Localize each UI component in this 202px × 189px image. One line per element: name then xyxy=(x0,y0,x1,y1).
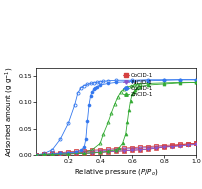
Y-axis label: Adsorbed amount (g g$^{-1}$): Adsorbed amount (g g$^{-1}$) xyxy=(3,67,16,157)
Legend: CoCID-1, NiCID-1, CuCID-1, ZnCID-1: CoCID-1, NiCID-1, CuCID-1, ZnCID-1 xyxy=(122,73,154,98)
X-axis label: Relative pressure ($P/P_o$): Relative pressure ($P/P_o$) xyxy=(74,167,158,177)
